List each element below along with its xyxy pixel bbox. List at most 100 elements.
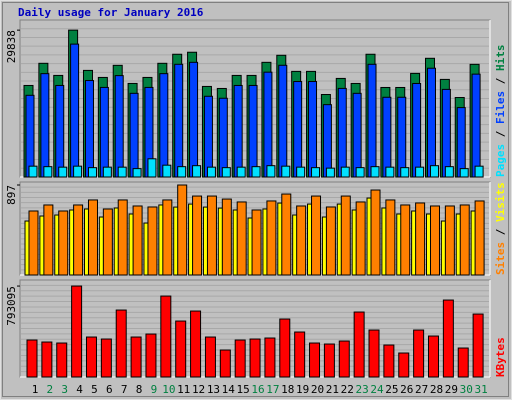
bar [99,86,109,178]
bar [444,205,455,276]
x-tick-label: 30 [460,383,473,396]
bar [219,349,231,378]
legend-separator: / [494,71,507,91]
bar [203,95,213,178]
bar [385,166,395,178]
chart-title: Daily usage for January 2016 [18,6,204,19]
bar [145,333,157,378]
bar [459,204,470,276]
bar [429,165,439,178]
bar [204,336,216,378]
bar [266,165,276,178]
x-tick-label: 6 [106,383,113,396]
bar [429,205,440,276]
bar [367,63,377,178]
bar [308,81,318,178]
bar [248,84,258,178]
bar [279,318,291,378]
x-tick-label: 27 [415,383,428,396]
x-tick-label: 26 [400,383,413,396]
bar [190,310,202,378]
bar [147,206,158,276]
bar [233,84,243,178]
x-tick-label: 8 [136,383,143,396]
x-tick-label: 22 [341,383,354,396]
x-tick-label: 31 [474,383,487,396]
bar [174,63,184,178]
bar [177,166,187,178]
bar [293,81,303,178]
legend-entry: Hits [494,45,507,72]
bar [413,329,425,378]
bar [114,75,124,178]
legend-separator: / [494,124,507,144]
x-tick-label: 20 [311,383,324,396]
x-tick-label: 25 [385,383,398,396]
bar [415,202,426,276]
bar [281,193,292,276]
y-tick-label: 897 [5,185,18,205]
bar [382,96,392,178]
bar [25,94,35,178]
bar [132,168,142,178]
x-tick-label: 4 [76,383,83,396]
bar [311,167,321,178]
bar [160,295,172,378]
bar [309,342,321,378]
bar [192,165,202,178]
bar [370,189,381,276]
bar [296,205,307,276]
bar [474,200,485,276]
bar [115,309,127,378]
x-tick-label: 13 [207,383,220,396]
x-tick-label: 19 [296,383,309,396]
bar [456,107,466,178]
legend: Pages / Files / Hits [494,45,507,178]
bar [26,339,38,378]
legend-entry: KBytes [494,337,507,377]
x-tick-label: 7 [121,383,128,396]
legend: Sites / Visits [494,182,507,275]
x-tick-label: 28 [430,383,443,396]
x-tick-label: 17 [266,383,279,396]
bar [87,199,98,276]
bar [264,337,276,378]
bar [102,208,113,276]
bar [162,164,172,178]
bar [251,209,262,276]
bar [87,167,97,178]
legend-entry: Sites [494,242,507,275]
bar [218,97,228,178]
bar [457,347,469,378]
y-tick-label: 793095 [5,286,18,326]
legend-entry: Files [494,91,507,124]
bar [337,87,347,178]
bar [189,61,199,178]
x-tick-label: 12 [192,383,205,396]
bar [471,73,481,178]
bar [102,166,112,178]
bar [294,331,306,378]
bar [221,167,231,178]
x-tick-label: 1 [32,383,39,396]
bar [147,158,157,178]
bar [206,195,217,276]
bar [28,210,39,276]
bar [43,166,53,178]
bar [474,165,484,178]
bar [84,80,94,178]
bar [398,352,410,378]
x-tick-label: 10 [162,383,175,396]
legend-entry: Pages [494,144,507,177]
bar [85,336,97,378]
bar [385,199,396,276]
bar [383,344,395,378]
bar [325,206,336,276]
x-tick-label: 24 [370,383,384,396]
x-tick-label: 9 [151,383,158,396]
bar [71,285,83,378]
bar [323,343,335,378]
x-tick-label: 15 [237,383,250,396]
legend-separator: / [494,222,507,242]
bar [236,201,247,276]
